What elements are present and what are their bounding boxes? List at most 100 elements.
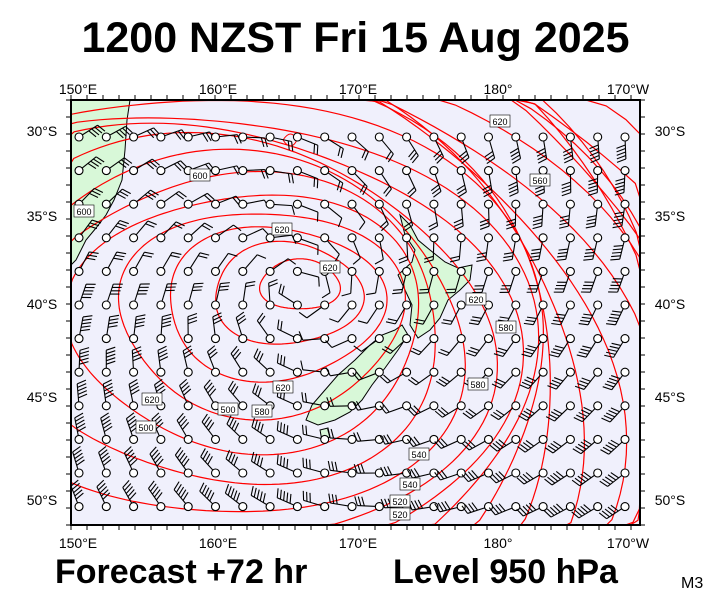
lat-label-right: 40°S <box>655 296 686 312</box>
wind-barb <box>173 481 193 512</box>
wind-barb <box>101 251 127 276</box>
barb-feather <box>301 392 304 402</box>
barb-feather <box>496 378 506 384</box>
barb-feather <box>440 407 449 415</box>
barb-feather <box>383 374 391 382</box>
wind-barb <box>292 233 319 255</box>
barb-feather <box>506 222 516 227</box>
wind-barb <box>610 233 630 261</box>
station-circle <box>511 334 521 344</box>
wind-barb <box>210 252 238 276</box>
station-circle <box>620 334 630 344</box>
barb-feather <box>85 257 96 261</box>
station-circle <box>292 367 302 377</box>
barb-feather <box>468 503 475 512</box>
barb-feather <box>89 222 100 227</box>
lon-label-top: 160°E <box>199 81 237 97</box>
barb-feather <box>607 442 617 448</box>
station-circle <box>183 266 193 276</box>
wind-barb <box>125 412 139 444</box>
barb-feather <box>610 504 619 512</box>
wind-barb <box>445 266 466 294</box>
station-circle <box>483 266 494 276</box>
barb-feather <box>468 471 476 480</box>
barb-feather <box>262 493 266 503</box>
barb-feather <box>151 412 160 420</box>
barb-feather <box>490 414 499 421</box>
barb-feather <box>407 408 415 416</box>
barb-feather <box>443 319 453 322</box>
barb-feather <box>192 289 202 292</box>
barb-feather <box>434 153 443 161</box>
barb-feather <box>532 222 543 226</box>
station-circle <box>238 367 248 377</box>
station-circle <box>620 434 630 444</box>
barb-feather <box>353 464 358 474</box>
barb-feather <box>509 191 519 197</box>
barb-feather <box>522 473 531 481</box>
station-circle <box>320 233 330 243</box>
wind-barb <box>532 199 548 230</box>
barb-feather <box>550 351 561 355</box>
barb-feather <box>578 323 589 326</box>
barb-feather <box>581 316 592 320</box>
wind-barb <box>502 233 521 262</box>
barb-feather <box>122 127 130 135</box>
barb-feather <box>589 144 599 150</box>
barb-feather <box>156 385 165 392</box>
barb-feather <box>574 385 585 390</box>
barb-feather <box>175 484 182 493</box>
wind-barb <box>329 300 357 323</box>
station-circle <box>429 434 439 444</box>
wind-barb <box>174 447 193 478</box>
barb-feather <box>187 319 198 325</box>
barb-feather <box>493 411 502 418</box>
barb-feather <box>458 191 467 198</box>
barb-feather <box>152 158 160 166</box>
barb-feather <box>573 416 583 423</box>
barb-feather <box>454 225 464 231</box>
wind-barb <box>227 380 248 411</box>
station-circle <box>74 300 84 310</box>
barb-feather <box>589 147 599 153</box>
wind-barb <box>357 300 384 324</box>
barb-feather <box>184 352 194 359</box>
wind-barb <box>265 132 294 152</box>
barb-feather <box>417 499 424 509</box>
wind-barb <box>226 415 248 444</box>
barb-feather <box>561 185 571 190</box>
australia-land <box>71 100 131 266</box>
barb-feather <box>601 510 610 518</box>
station-circle <box>483 367 494 377</box>
barb-feather <box>335 494 338 505</box>
barb-feather <box>583 258 593 261</box>
barb-feather <box>173 163 182 172</box>
wind-barb <box>558 199 575 229</box>
wind-barb <box>536 132 548 164</box>
wind-barb <box>122 480 139 512</box>
station-circle <box>620 502 630 512</box>
contour-label-box <box>135 420 157 434</box>
wind-barb <box>210 312 223 344</box>
lon-label-bottom: 150°E <box>59 535 97 551</box>
barb-feather <box>327 460 331 471</box>
station-circle <box>456 334 466 344</box>
barb-feather <box>516 477 525 485</box>
wind-barb <box>201 413 221 444</box>
barb-feather <box>75 419 85 426</box>
barb-feather <box>556 258 566 261</box>
barb-feather <box>406 438 414 447</box>
barb-feather <box>276 454 279 465</box>
barb-feather <box>606 380 617 385</box>
wind-barb <box>156 191 187 209</box>
barb-feather <box>527 344 537 349</box>
barb-feather <box>551 322 561 326</box>
barb-feather <box>437 502 444 512</box>
barb-feather <box>608 377 619 382</box>
wind-barb <box>176 412 193 444</box>
station-circle <box>183 132 193 142</box>
wind-barb <box>366 266 384 296</box>
station-circle <box>402 401 412 411</box>
wind-barb <box>374 233 384 265</box>
barb-feather <box>563 154 573 160</box>
